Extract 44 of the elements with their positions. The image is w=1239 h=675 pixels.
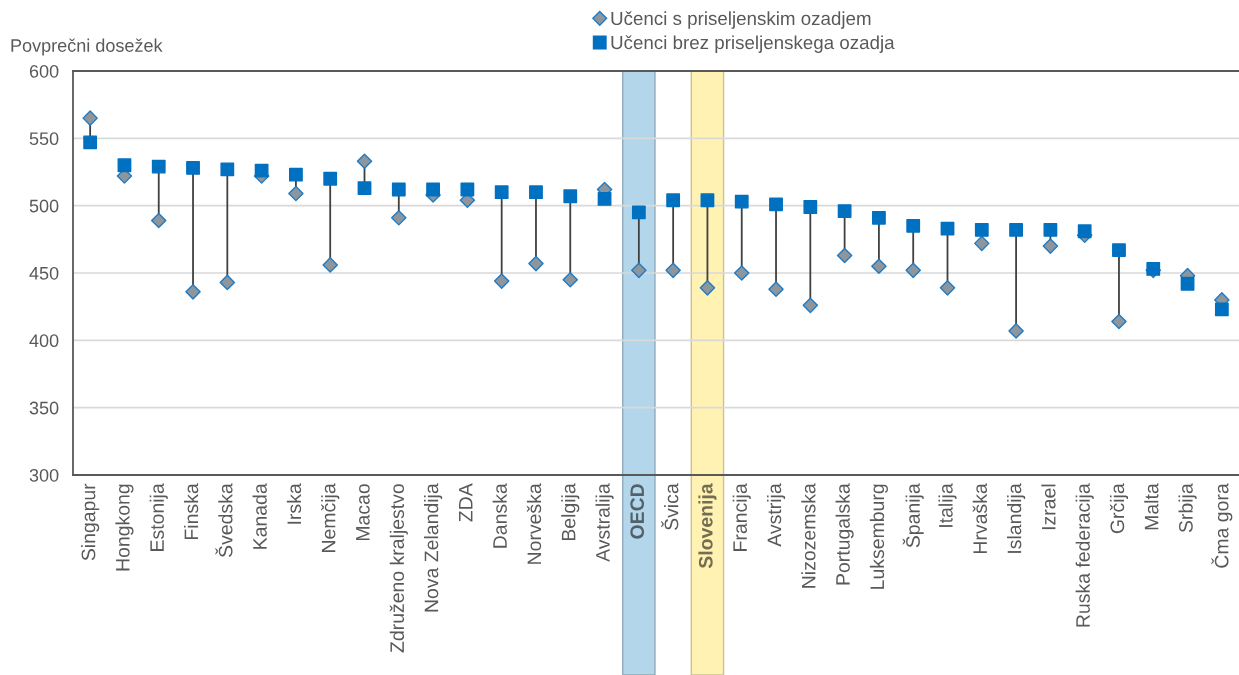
x-tick-label: Švedska xyxy=(215,483,233,558)
x-tick-label: Švica xyxy=(661,483,679,530)
y-tick-label: 550 xyxy=(29,132,59,146)
x-tick-label: Belgija xyxy=(561,483,580,541)
x-tick-label: Združeno kraljestvo xyxy=(389,484,408,653)
x-tick-label: Irska xyxy=(286,483,302,524)
x-tick-label: Malta xyxy=(1144,483,1159,530)
legend-label: Učenci s priseljenskim ozadjem xyxy=(611,11,871,29)
y-tick-label: 300 xyxy=(29,468,59,482)
x-tick-label: Izrael xyxy=(1041,484,1056,530)
x-tick-label: Čma gora xyxy=(1211,483,1233,568)
x-tick-label: Nemčija xyxy=(321,483,340,552)
x-tick-label: Španija xyxy=(902,483,924,548)
y-tick-label: 400 xyxy=(29,334,59,348)
x-tick-label: Nizozemska xyxy=(801,483,816,588)
y-tick-label: 500 xyxy=(29,199,59,213)
legend-label: Učenci brez priseljenskega ozadja xyxy=(611,35,895,53)
x-tick-label: Avstralija xyxy=(595,483,614,562)
x-tick-label: Slovenija xyxy=(698,483,717,569)
x-tick-label: Estonija xyxy=(149,483,168,551)
x-tick-label: Kanada xyxy=(252,483,267,549)
x-tick-label: Hrvaška xyxy=(972,483,988,554)
x-tick-label: Avstrija xyxy=(766,483,786,547)
x-tick-label: Ruska federacija xyxy=(1075,483,1094,627)
x-tick-label: Singapur xyxy=(81,483,100,561)
x-tick-label: Italija xyxy=(938,483,957,527)
y-axis-title: Povprečni dosežek xyxy=(11,38,163,56)
x-tick-label: Danska xyxy=(492,483,507,548)
x-tick-label: Francija xyxy=(732,483,751,551)
x-tick-label: Norveška xyxy=(526,483,542,564)
x-tick-label: Finska xyxy=(183,483,199,540)
x-tick-label: ZDA xyxy=(459,483,473,522)
y-tick-label: 450 xyxy=(29,266,59,280)
x-tick-label: Nova Zelandija xyxy=(424,483,443,612)
x-tick-label: Luksemburg xyxy=(869,484,888,589)
y-tick-label: 350 xyxy=(29,401,59,415)
y-tick-label: 600 xyxy=(29,64,59,78)
x-tick-label: Macao xyxy=(356,484,370,541)
x-tick-label: Hongkong xyxy=(115,484,134,571)
x-tick-label: Srbija xyxy=(1178,483,1197,533)
x-tick-label: Islandija xyxy=(1007,483,1026,553)
x-tick-label: Grčija xyxy=(1109,483,1129,534)
x-tick-label: Portugalska xyxy=(835,483,854,585)
x-tick-label: OECD xyxy=(630,484,645,539)
